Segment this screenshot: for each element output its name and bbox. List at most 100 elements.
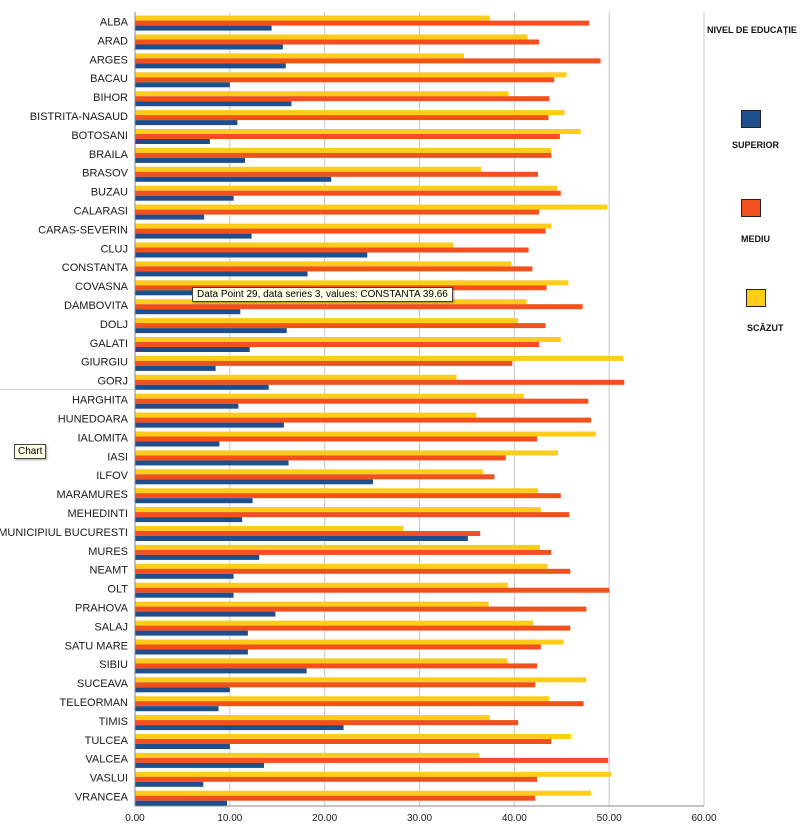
bar-superior-caras-severin[interactable]: [135, 233, 252, 239]
bar-superior-prahova[interactable]: [135, 611, 276, 617]
bar-superior-suceava[interactable]: [135, 687, 230, 693]
bar-sczut-gorj[interactable]: [135, 374, 457, 380]
bar-superior-mures[interactable]: [135, 554, 260, 560]
bar-mediu-valcea[interactable]: [135, 757, 609, 763]
bar-mediu-mehedinti[interactable]: [135, 512, 570, 518]
bar-superior-braila[interactable]: [135, 157, 245, 163]
bar-mediu-satu-mare[interactable]: [135, 644, 541, 650]
bar-mediu-teleorman[interactable]: [135, 701, 584, 707]
bar-sczut-iasi[interactable]: [135, 450, 558, 456]
bar-superior-tulcea[interactable]: [135, 744, 230, 749]
bar-mediu-braila[interactable]: [135, 152, 552, 158]
bar-mediu-salaj[interactable]: [135, 625, 571, 631]
bar-mediu-suceava[interactable]: [135, 682, 536, 688]
bar-mediu-bacau[interactable]: [135, 77, 555, 83]
bar-sczut-galati[interactable]: [135, 337, 561, 342]
bar-mediu-olt[interactable]: [135, 587, 610, 593]
bar-mediu-vrancea[interactable]: [135, 795, 536, 801]
bar-mediu-sibiu[interactable]: [135, 663, 538, 669]
bar-superior-municipiul-bucuresti[interactable]: [135, 536, 468, 541]
bar-mediu-bihor[interactable]: [135, 96, 550, 102]
bar-superior-dolj[interactable]: [135, 328, 287, 334]
bar-mediu-dolj[interactable]: [135, 323, 546, 329]
bar-sczut-harghita[interactable]: [135, 393, 524, 399]
bar-sczut-bihor[interactable]: [135, 91, 509, 97]
bar-superior-valcea[interactable]: [135, 762, 264, 768]
bar-sczut-sibiu[interactable]: [135, 658, 508, 664]
bar-sczut-mures[interactable]: [135, 544, 540, 550]
bar-sczut-ialomita[interactable]: [135, 431, 596, 437]
bar-superior-gorj[interactable]: [135, 384, 269, 390]
bar-mediu-arges[interactable]: [135, 58, 601, 64]
bar-sczut-vaslui[interactable]: [135, 771, 612, 777]
bar-superior-cluj[interactable]: [135, 252, 368, 258]
bar-sczut-constanta[interactable]: [135, 261, 512, 267]
bar-mediu-alba[interactable]: [135, 20, 590, 26]
bar-sczut-arges[interactable]: [135, 53, 465, 59]
bar-sczut-brasov[interactable]: [135, 166, 482, 172]
bar-superior-arges[interactable]: [135, 63, 286, 69]
bar-mediu-caras-severin[interactable]: [135, 228, 546, 234]
bar-sczut-bacau[interactable]: [135, 72, 567, 78]
bar-superior-dambovita[interactable]: [135, 309, 241, 315]
bar-superior-galati[interactable]: [135, 347, 250, 352]
bar-sczut-salaj[interactable]: [135, 620, 534, 626]
bar-sczut-covasna[interactable]: [135, 280, 569, 286]
bar-mediu-harghita[interactable]: [135, 398, 589, 404]
bar-mediu-giurgiu[interactable]: [135, 360, 513, 366]
bar-sczut-braila[interactable]: [135, 147, 552, 153]
bar-superior-olt[interactable]: [135, 592, 234, 598]
bar-sczut-prahova[interactable]: [135, 601, 489, 607]
bar-superior-buzau[interactable]: [135, 195, 234, 201]
bar-mediu-arad[interactable]: [135, 39, 539, 45]
bar-mediu-botosani[interactable]: [135, 134, 560, 139]
bar-superior-teleorman[interactable]: [135, 706, 219, 712]
bar-sczut-timis[interactable]: [135, 715, 490, 721]
bar-superior-neamt[interactable]: [135, 573, 234, 579]
bar-sczut-dolj[interactable]: [135, 318, 519, 324]
bar-superior-satu-mare[interactable]: [135, 649, 248, 655]
bar-superior-ialomita[interactable]: [135, 441, 220, 447]
bar-mediu-bistrita-nasaud[interactable]: [135, 115, 549, 121]
bar-superior-iasi[interactable]: [135, 460, 289, 466]
bar-superior-bihor[interactable]: [135, 101, 292, 107]
bar-sczut-tulcea[interactable]: [135, 734, 572, 739]
bar-sczut-municipiul-bucuresti[interactable]: [135, 526, 404, 531]
bar-superior-arad[interactable]: [135, 44, 283, 50]
bar-sczut-maramures[interactable]: [135, 488, 538, 494]
bar-sczut-teleorman[interactable]: [135, 696, 550, 702]
bar-superior-timis[interactable]: [135, 725, 344, 731]
bar-superior-botosani[interactable]: [135, 139, 210, 144]
bar-superior-brasov[interactable]: [135, 176, 332, 182]
bar-sczut-arad[interactable]: [135, 34, 528, 40]
bar-mediu-maramures[interactable]: [135, 493, 561, 499]
bar-sczut-hunedoara[interactable]: [135, 412, 477, 418]
bar-mediu-neamt[interactable]: [135, 568, 571, 574]
bar-mediu-iasi[interactable]: [135, 455, 506, 461]
bar-mediu-prahova[interactable]: [135, 606, 587, 612]
bar-sczut-caras-severin[interactable]: [135, 223, 552, 229]
bar-sczut-calarasi[interactable]: [135, 204, 608, 210]
bar-superior-ilfov[interactable]: [135, 479, 373, 485]
bar-superior-hunedoara[interactable]: [135, 422, 284, 428]
bar-superior-vrancea[interactable]: [135, 800, 227, 806]
bar-mediu-tulcea[interactable]: [135, 739, 552, 744]
bar-sczut-suceava[interactable]: [135, 677, 587, 683]
bar-superior-mehedinti[interactable]: [135, 517, 243, 523]
bar-sczut-buzau[interactable]: [135, 185, 557, 191]
bar-sczut-neamt[interactable]: [135, 563, 548, 569]
bar-mediu-brasov[interactable]: [135, 171, 538, 177]
bar-mediu-buzau[interactable]: [135, 190, 561, 196]
bar-superior-calarasi[interactable]: [135, 214, 205, 220]
bar-mediu-vaslui[interactable]: [135, 776, 538, 782]
bar-superior-vaslui[interactable]: [135, 781, 204, 787]
bar-superior-bistrita-nasaud[interactable]: [135, 120, 238, 126]
bar-mediu-hunedoara[interactable]: [135, 417, 592, 423]
bar-superior-maramures[interactable]: [135, 498, 253, 504]
bar-sczut-ilfov[interactable]: [135, 469, 483, 475]
bar-mediu-ialomita[interactable]: [135, 436, 538, 442]
bar-sczut-satu-mare[interactable]: [135, 639, 564, 645]
bar-mediu-dambovita[interactable]: [135, 304, 583, 310]
bar-sczut-bistrita-nasaud[interactable]: [135, 110, 565, 116]
